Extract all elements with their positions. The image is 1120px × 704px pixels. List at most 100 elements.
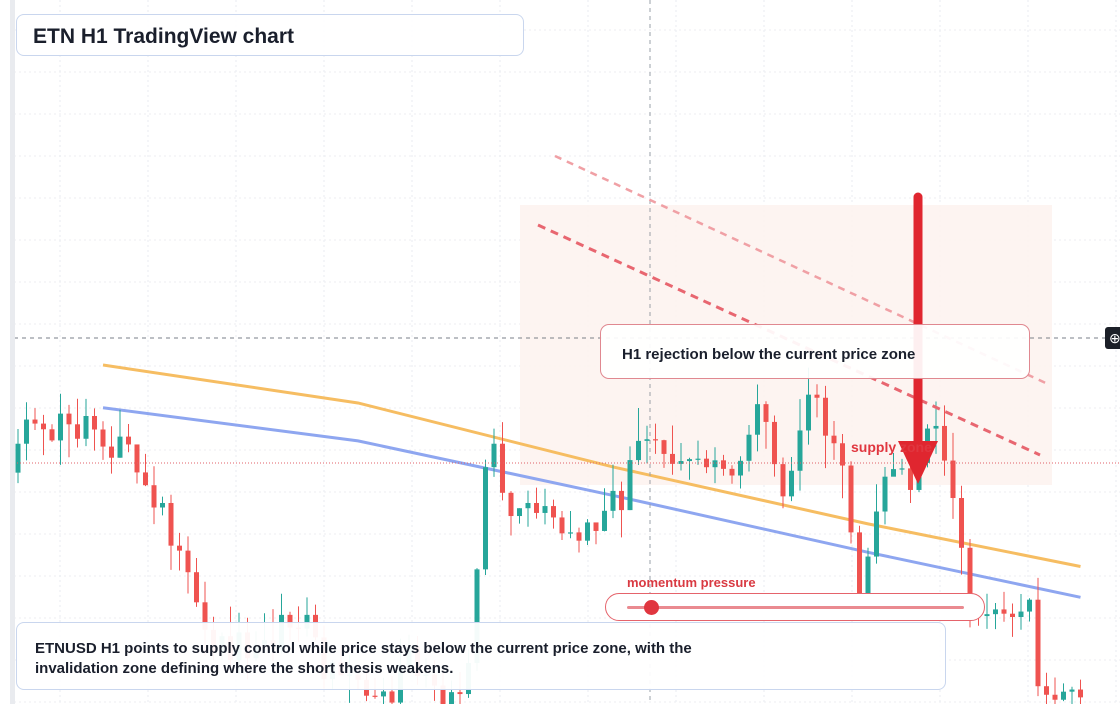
candle-body xyxy=(576,532,582,541)
candle-body xyxy=(83,416,89,439)
candle-body xyxy=(950,460,956,499)
candle-body xyxy=(24,419,29,444)
crosshair-plus-icon[interactable]: ⊕ xyxy=(1105,327,1120,349)
candle-body xyxy=(772,421,777,465)
candle-body xyxy=(66,413,72,425)
candle-body xyxy=(168,502,174,546)
candle-body xyxy=(789,470,794,497)
candle-body xyxy=(15,443,21,473)
candle-body xyxy=(1018,611,1024,618)
candle-body xyxy=(1044,686,1049,695)
chart-title: ETN H1 TradingView chart xyxy=(33,25,295,48)
candle-body xyxy=(134,444,140,473)
candle-body xyxy=(500,443,505,493)
candle-body xyxy=(636,440,641,461)
candle-body xyxy=(899,468,905,470)
candle-body xyxy=(202,602,208,630)
momentum-track xyxy=(627,606,964,609)
candle-body xyxy=(865,556,871,594)
candle-body xyxy=(117,436,123,458)
candle-body xyxy=(831,435,837,444)
candle-body xyxy=(712,460,718,468)
summary-panel: ETNUSD H1 points to supply control while… xyxy=(16,622,946,690)
candle-body xyxy=(627,460,633,511)
candle-body xyxy=(602,510,607,531)
left-scale-edge xyxy=(10,0,15,704)
summary-text: ETNUSD H1 points to supply control while… xyxy=(35,640,692,677)
candle-body xyxy=(194,572,199,603)
candle-body xyxy=(372,695,378,697)
candle-body xyxy=(483,467,488,570)
candle-body xyxy=(440,685,446,704)
candle-body xyxy=(704,458,709,468)
candle-body xyxy=(721,460,726,469)
candle-body xyxy=(126,436,131,445)
candle-body xyxy=(780,464,786,497)
candle-body xyxy=(41,423,46,430)
candle-body xyxy=(185,550,191,573)
momentum-knob[interactable] xyxy=(643,600,659,615)
candle-body xyxy=(593,522,599,531)
candle-body xyxy=(1010,613,1015,618)
candle-body xyxy=(287,614,293,628)
momentum-label: momentum pressure xyxy=(627,575,756,590)
candle-body xyxy=(177,545,182,551)
candle-body xyxy=(49,429,55,441)
candle-body xyxy=(1078,689,1083,698)
candle-body xyxy=(1035,599,1041,687)
candle-body xyxy=(882,476,888,512)
candle-body xyxy=(874,511,879,557)
callout-text: H1 rejection below the current price zon… xyxy=(622,346,916,363)
candle-body xyxy=(109,446,114,458)
candle-body xyxy=(806,394,811,431)
candle-body xyxy=(840,443,845,466)
candle-body xyxy=(610,490,616,511)
candle-body xyxy=(619,490,624,511)
candle-body xyxy=(160,502,165,508)
candle-body xyxy=(670,453,675,464)
candle-body xyxy=(857,532,862,594)
candle-body xyxy=(823,397,828,436)
candle-body xyxy=(678,461,684,464)
candle-body xyxy=(585,522,590,541)
candle-body xyxy=(75,424,80,439)
candle-body xyxy=(738,460,743,476)
candle-body xyxy=(661,440,667,454)
candle-body xyxy=(729,468,735,476)
candle-body xyxy=(1001,609,1007,614)
bearish-arrow-head xyxy=(898,441,938,484)
candle-body xyxy=(959,498,964,548)
candle-body xyxy=(381,691,386,697)
candle-body xyxy=(568,532,573,534)
candle-body xyxy=(551,506,556,518)
candle-body xyxy=(491,443,497,468)
candle-body xyxy=(908,468,913,490)
candle-body xyxy=(92,416,97,430)
candle-body xyxy=(695,458,701,460)
candle-body xyxy=(891,469,896,477)
candle-body xyxy=(848,465,854,533)
candle-body xyxy=(933,425,939,429)
candle-body xyxy=(644,439,650,441)
candle-body xyxy=(942,425,947,461)
candle-body xyxy=(559,517,565,534)
candlestick-series xyxy=(15,367,1083,704)
candle-body xyxy=(814,394,820,398)
candle-body xyxy=(32,419,38,424)
candle-body xyxy=(797,430,803,471)
candle-body xyxy=(508,492,514,517)
momentum-slider[interactable] xyxy=(605,593,985,621)
candle-body xyxy=(143,472,148,486)
candle-body xyxy=(474,569,480,663)
candle-body xyxy=(967,547,973,609)
candle-body xyxy=(1027,599,1032,612)
candle-body xyxy=(755,404,760,435)
candle-body xyxy=(746,434,752,461)
candle-body xyxy=(534,502,539,513)
candle-body xyxy=(457,692,463,695)
candle-body xyxy=(1069,689,1075,692)
candle-body xyxy=(449,692,454,704)
candle-body xyxy=(517,508,522,517)
candle-body xyxy=(151,485,157,508)
candle-body xyxy=(687,459,692,462)
